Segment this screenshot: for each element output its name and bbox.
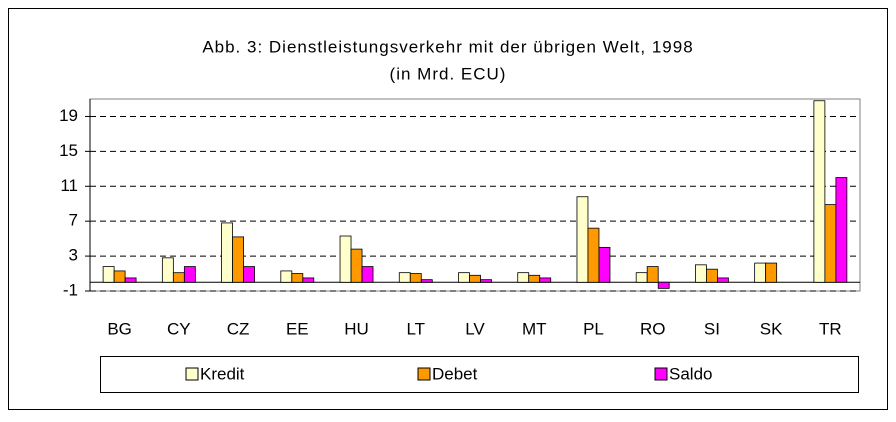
x-tick-label: EE [286,319,309,338]
bar [587,227,600,283]
bar [113,270,126,283]
bar [398,272,411,283]
legend-swatch [185,367,199,381]
x-tick-label: LV [465,319,485,338]
x-tick-label: LT [406,319,425,338]
bar [813,100,826,283]
legend-label: Debet [432,364,478,383]
bar [635,272,648,283]
bar [835,177,848,283]
bar [754,262,767,283]
bar [657,281,670,289]
bar [350,248,363,283]
bar [469,274,481,283]
y-tick-label: 15 [59,141,78,160]
plot-area [89,98,861,292]
bar [232,236,244,283]
y-tick-label: 19 [59,106,78,125]
chart-subtitle: (in Mrd. ECU) [390,64,507,83]
bar [243,266,255,283]
bar [183,266,196,283]
x-tick-label: PL [583,319,604,338]
bar [161,257,174,283]
bar [824,204,837,283]
bar [280,270,293,283]
bar [480,279,492,283]
x-tick-label: BG [107,319,132,338]
x-tick-label: SK [760,319,783,338]
bar [124,277,137,283]
x-tick-label: CY [167,319,191,338]
y-tick-label: 11 [60,176,78,195]
bar [717,277,729,283]
x-tick-label: RO [640,319,666,338]
legend-box [100,356,859,393]
bar [221,222,233,283]
bar [765,262,778,283]
x-tick-label: SI [704,319,720,338]
x-tick-label: MT [522,319,547,338]
bar [361,266,374,283]
x-tick-label: TR [819,319,842,338]
bar [706,268,718,283]
x-tick-label: CZ [227,319,250,338]
bar [102,266,115,283]
y-tick-label: 3 [69,246,78,265]
bar [458,272,470,283]
legend-swatch [417,367,431,381]
y-tick-label: 7 [69,211,78,230]
y-tick-label: -1 [63,280,78,299]
bar [517,272,530,283]
bar [302,277,315,283]
x-tick-label: HU [344,319,369,338]
bar [539,277,552,283]
bar [646,266,659,283]
bar [528,274,541,283]
bar [291,273,304,283]
bar [598,246,611,283]
legend-label: Kredit [200,364,245,383]
bar [339,235,352,283]
legend-swatch [654,367,668,381]
bar [420,279,433,283]
bar [409,273,422,283]
chart-title: Abb. 3: Dienstleistungsverkehr mit der ü… [202,37,693,56]
bar [172,272,185,283]
bar [695,264,707,283]
legend-label: Saldo [669,364,712,383]
bar [576,196,589,283]
